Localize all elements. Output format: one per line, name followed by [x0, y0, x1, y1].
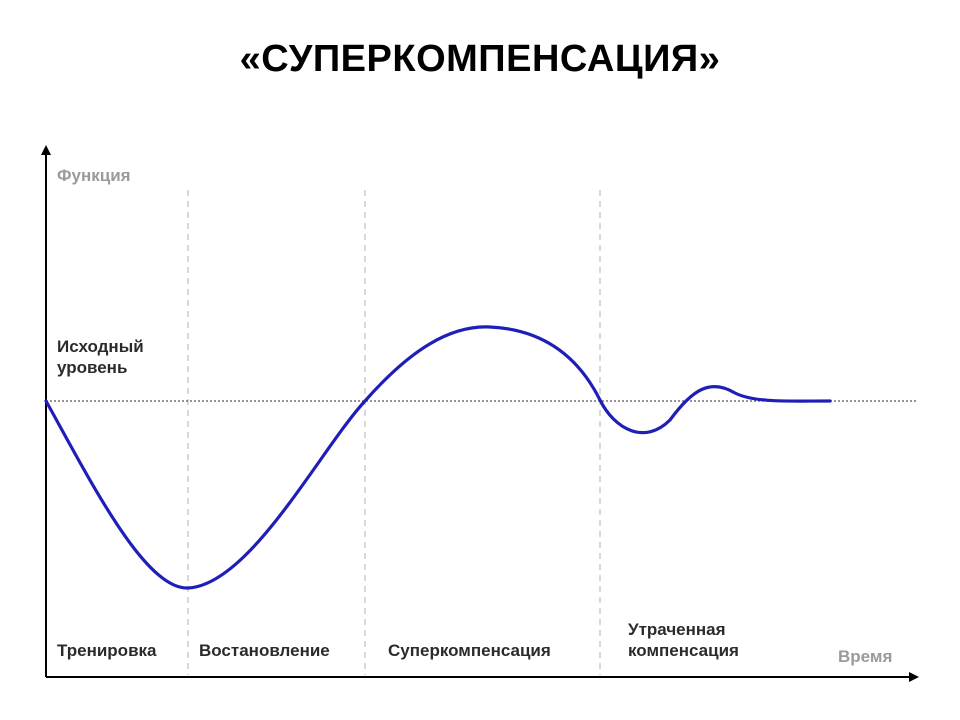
baseline-label-line2: уровень — [57, 358, 127, 377]
phase-label-lost-compensation-line1: Утраченная — [628, 620, 726, 639]
phase-label-training: Тренировка — [57, 641, 157, 660]
phase-label-lost-compensation-line2: компенсация — [628, 641, 739, 660]
function-curve — [44, 325, 832, 590]
y-axis-label: Функция — [57, 166, 131, 185]
page-title: «СУПЕРКОМПЕНСАЦИЯ» — [239, 38, 721, 80]
phase-label-supercompensation: Суперкомпенсация — [388, 641, 551, 660]
baseline-label-line1: Исходный — [57, 337, 144, 356]
x-axis-label: Время — [838, 647, 892, 666]
phase-label-recovery: Востановление — [199, 641, 330, 660]
